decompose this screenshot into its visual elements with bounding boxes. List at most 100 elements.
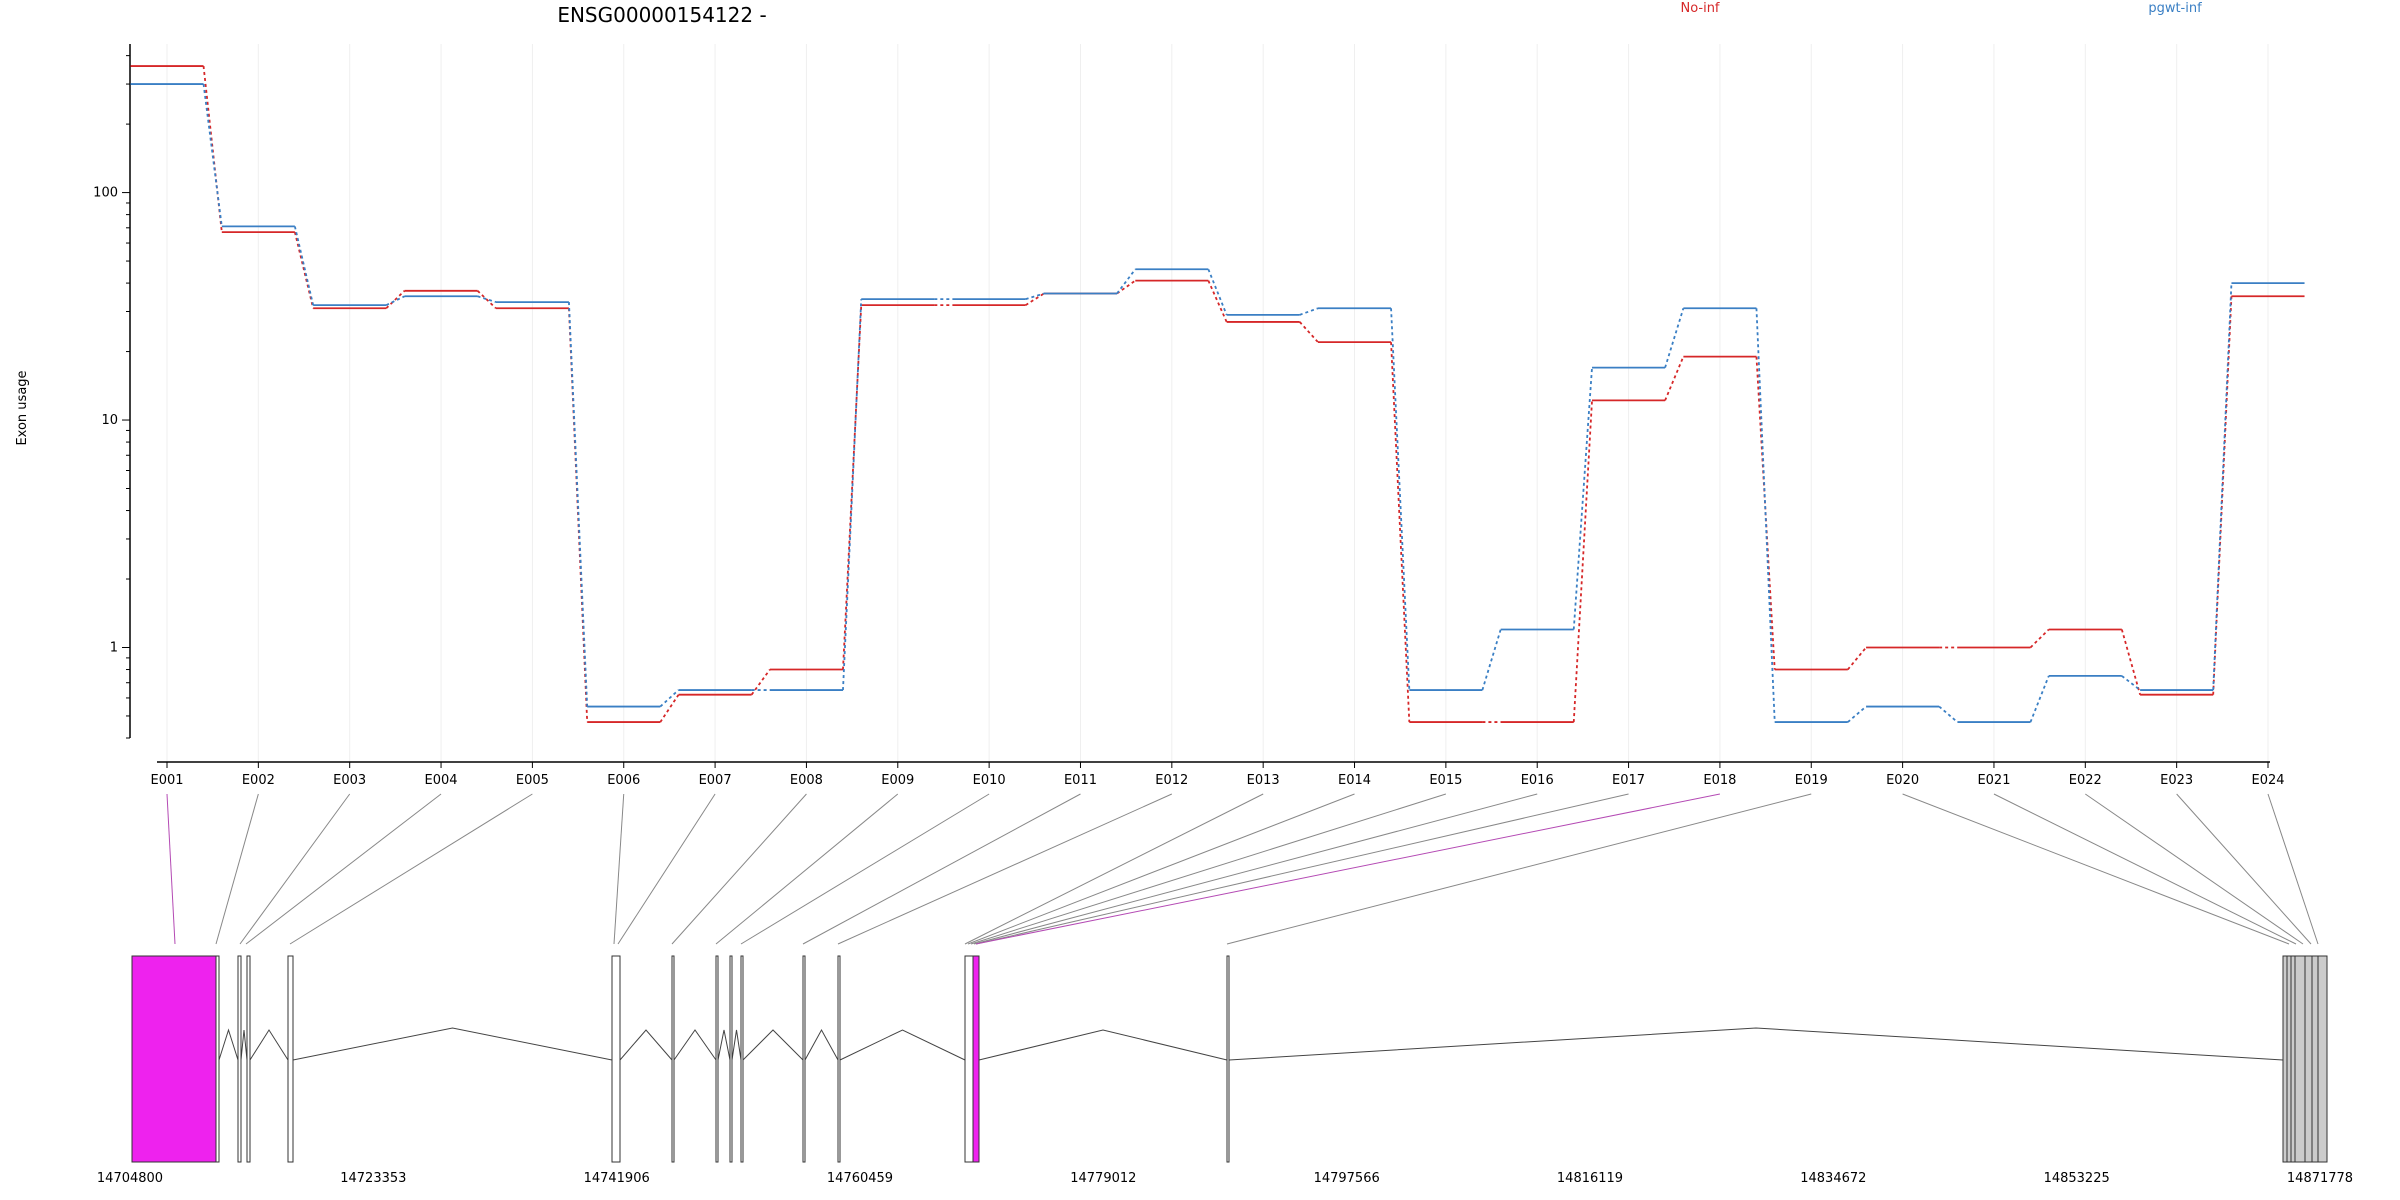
x-tick-label: E020 xyxy=(1886,773,1919,788)
x-tick-label: E014 xyxy=(1338,773,1371,788)
series-connector xyxy=(2212,283,2233,691)
intron xyxy=(717,1029,731,1061)
intron xyxy=(240,1029,248,1061)
exon-connector xyxy=(1993,793,2297,945)
y-tick-label: 100 xyxy=(93,186,118,201)
legend-pgwt-inf: pgwt-inf xyxy=(2148,1,2202,16)
series-connector xyxy=(2121,675,2141,691)
exon-connector xyxy=(2085,793,2304,945)
series-connector xyxy=(1207,268,1228,316)
chart-title: ENSG00000154122 - xyxy=(557,3,766,27)
exon-block xyxy=(802,955,806,1163)
x-tick-label: E023 xyxy=(2160,773,2193,788)
exon-connector xyxy=(975,793,1629,945)
gene-model: 14704800 14723353 14741906 14760459 14779012… xyxy=(97,955,2353,1186)
exon-connector xyxy=(2176,793,2312,945)
exon-connector xyxy=(617,793,716,945)
exon-connector xyxy=(802,793,1081,945)
exon-block xyxy=(131,955,217,1163)
exon-block xyxy=(611,955,621,1163)
y-tick-label: 1 xyxy=(110,640,118,655)
genomic-tick-label: 14779012 xyxy=(1070,1171,1136,1186)
series-connector xyxy=(476,290,497,309)
exon-connector xyxy=(245,793,442,945)
series-connector xyxy=(1207,280,1228,323)
exon-connector xyxy=(671,793,807,945)
series-pgwt-inf xyxy=(130,83,2305,723)
series-connector xyxy=(1572,367,1593,630)
exon-block xyxy=(972,955,980,1163)
exon-block xyxy=(671,955,675,1163)
x-tick-label: E011 xyxy=(1064,773,1097,788)
exon-block xyxy=(215,955,220,1163)
exon-connector xyxy=(239,793,351,945)
intron xyxy=(619,1029,673,1061)
x-tick-label: E004 xyxy=(425,773,458,788)
x-tick-label: E009 xyxy=(881,773,914,788)
exon-connector xyxy=(1902,793,2290,945)
exon-connector xyxy=(289,793,533,945)
series-connector xyxy=(1847,705,1867,723)
intron xyxy=(673,1029,717,1061)
connector-layer xyxy=(166,793,2319,945)
exon-block xyxy=(715,955,719,1163)
exon-connector xyxy=(166,793,176,945)
x-tick-label: E016 xyxy=(1521,773,1554,788)
series-connector xyxy=(659,689,680,708)
y-tick-label: 10 xyxy=(101,413,118,428)
series-connector xyxy=(2120,629,2141,695)
exon-block xyxy=(964,955,974,1163)
exon-connector xyxy=(973,793,1538,945)
series-connector xyxy=(2029,628,2050,649)
series-connector xyxy=(294,226,315,306)
intron xyxy=(839,1029,966,1061)
x-tick-label: E002 xyxy=(242,773,275,788)
series-connector xyxy=(202,83,223,227)
series-connector xyxy=(1938,705,1959,723)
exon-block xyxy=(1226,955,1230,1163)
series-connector xyxy=(750,669,771,696)
exon-connector xyxy=(715,793,899,945)
intron xyxy=(731,1029,742,1061)
exon-block xyxy=(837,955,841,1163)
legend-no-inf: No-inf xyxy=(1680,1,1719,16)
exon-connector xyxy=(613,793,625,945)
series-connector xyxy=(1481,629,1502,691)
series-connector xyxy=(202,65,223,233)
exon-connector xyxy=(964,793,1264,945)
series-connector xyxy=(1664,356,1685,401)
exon-connector xyxy=(837,793,1173,945)
exon-connector xyxy=(967,793,1355,945)
intron xyxy=(1228,1027,2284,1061)
x-tick-label: E003 xyxy=(333,773,366,788)
x-tick-label: E013 xyxy=(1247,773,1280,788)
series-No-inf xyxy=(130,65,2305,723)
x-tick-label: E015 xyxy=(1429,773,1462,788)
intron xyxy=(804,1028,839,1061)
genomic-tick-label: 14760459 xyxy=(827,1171,893,1186)
exon-block xyxy=(740,955,744,1163)
x-tick-label: E001 xyxy=(150,773,183,788)
grid-layer xyxy=(166,44,2269,762)
exon-connector xyxy=(215,793,259,945)
genomic-tick-label: 14741906 xyxy=(584,1171,650,1186)
x-tick-label: E012 xyxy=(1155,773,1188,788)
x-tick-label: E005 xyxy=(516,773,549,788)
series-connector xyxy=(294,231,315,309)
axes-layer: 1 10 100 E001 E002 E003 E004 E005 E006 E007 E008 E0… xyxy=(93,44,2285,788)
exon-block xyxy=(246,955,251,1163)
series-connector xyxy=(659,694,680,723)
exon-block xyxy=(237,955,242,1163)
series-connector xyxy=(1390,308,1411,691)
series-connector xyxy=(1299,307,1319,316)
intron xyxy=(978,1029,1228,1061)
x-tick-label: E018 xyxy=(1703,773,1736,788)
x-tick-label: E021 xyxy=(1977,773,2010,788)
series-connector xyxy=(1116,268,1137,295)
series-connector xyxy=(1025,292,1045,306)
series-connector xyxy=(568,302,589,707)
series-connector xyxy=(1847,646,1867,671)
x-tick-label: E008 xyxy=(790,773,823,788)
series-connector xyxy=(1116,279,1136,295)
